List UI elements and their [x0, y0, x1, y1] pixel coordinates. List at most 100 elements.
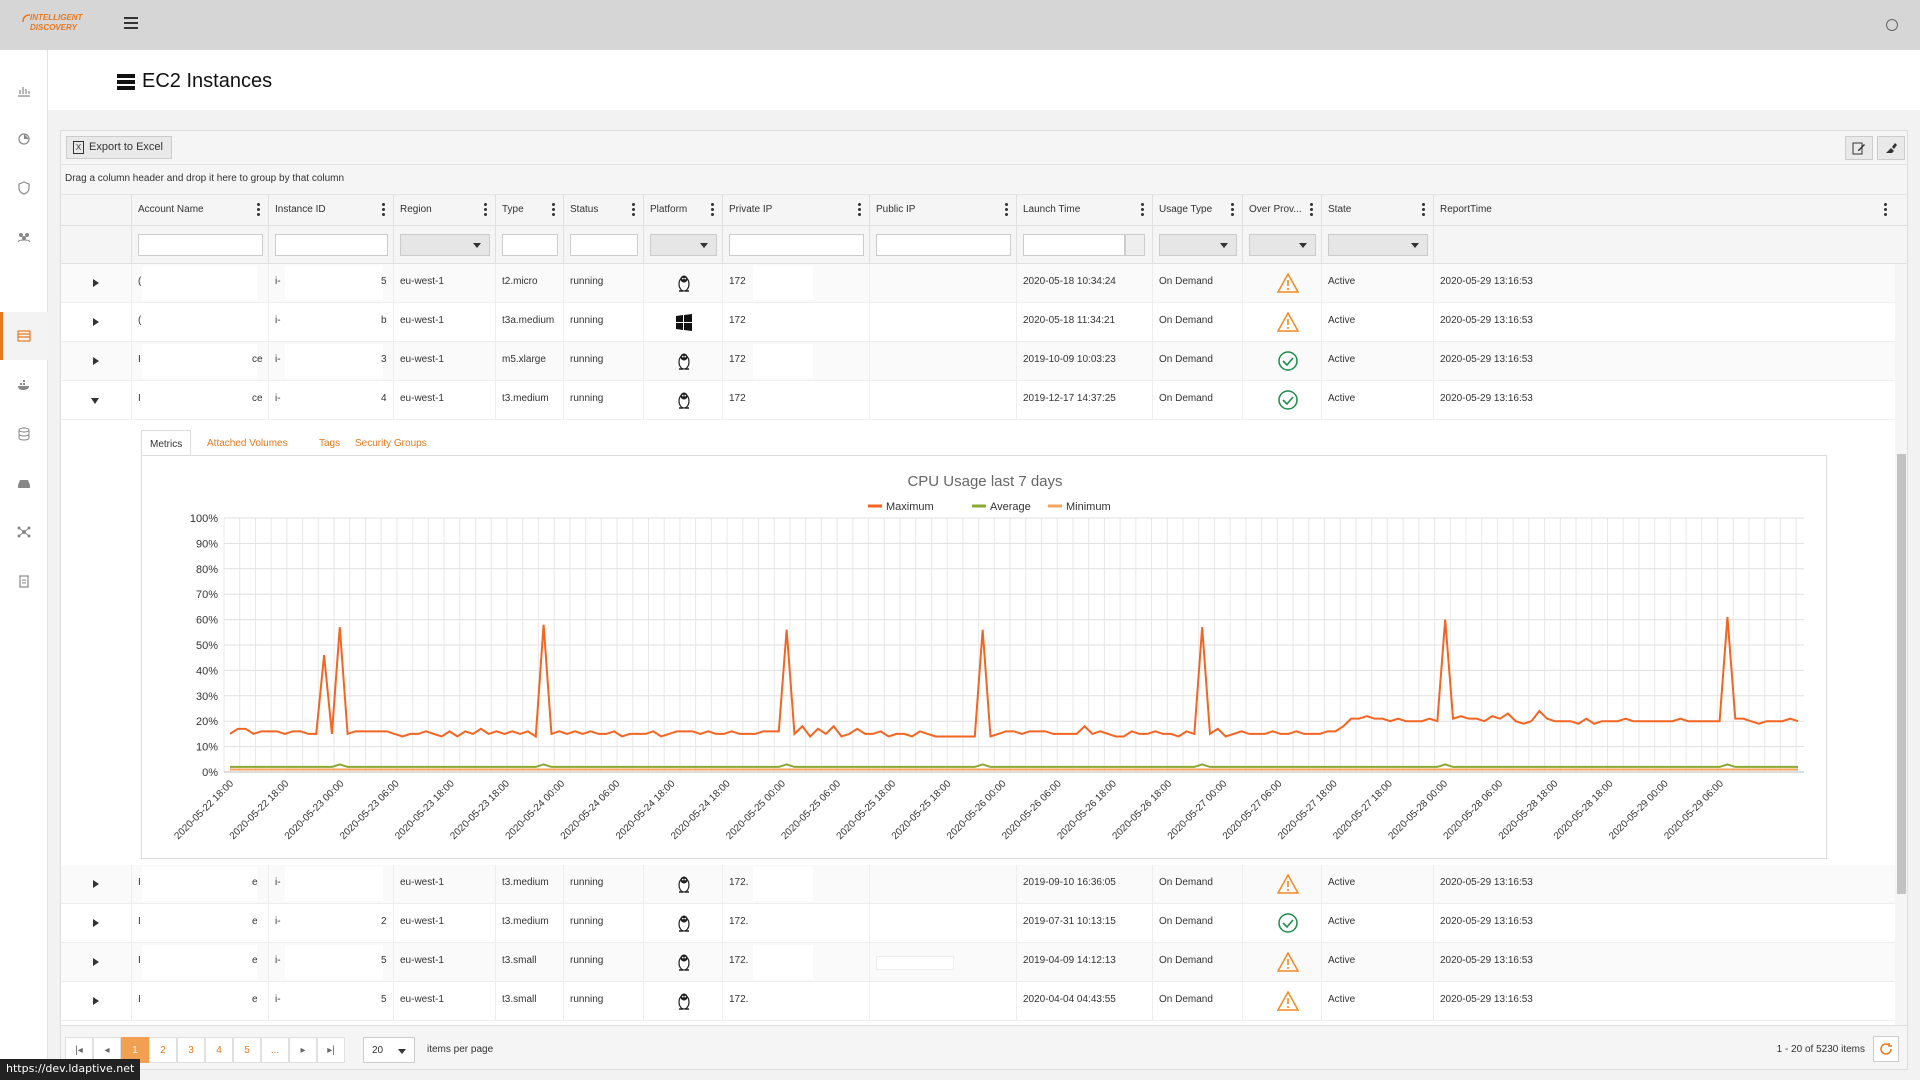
column-menu-icon[interactable]	[1005, 203, 1008, 216]
expand-cell[interactable]	[61, 342, 131, 381]
sidebar-item-dashboard[interactable]	[12, 78, 36, 102]
filter-input[interactable]	[570, 234, 638, 256]
filter-dropdown[interactable]	[400, 234, 490, 256]
app-logo[interactable]: INTELLIGENT DISCOVERY	[22, 13, 102, 39]
expand-cell[interactable]	[61, 904, 131, 943]
calendar-icon[interactable]	[1125, 234, 1145, 256]
expand-arrow-icon[interactable]	[93, 318, 99, 326]
column-menu-icon[interactable]	[552, 203, 555, 216]
page-5-button[interactable]: 5	[233, 1037, 261, 1063]
column-header-10[interactable]: Over Prov...	[1242, 195, 1321, 226]
expand-cell[interactable]	[61, 381, 131, 420]
column-header-11[interactable]: State	[1321, 195, 1433, 226]
export-to-excel-button[interactable]: X Export to Excel	[66, 136, 172, 159]
clear-filters-button[interactable]	[1877, 136, 1905, 160]
sidebar-item-databases[interactable]	[12, 422, 36, 446]
column-menu-icon[interactable]	[257, 203, 260, 216]
filter-dropdown[interactable]	[650, 234, 717, 256]
column-menu-icon[interactable]	[1310, 203, 1313, 216]
column-header-5[interactable]: Platform	[643, 195, 722, 226]
column-menu-icon[interactable]	[1141, 203, 1144, 216]
filter-dropdown[interactable]	[1159, 234, 1237, 256]
column-header-7[interactable]: Public IP	[869, 195, 1016, 226]
sidebar-item-storage[interactable]	[12, 471, 36, 495]
first-page-button[interactable]: |◂	[65, 1037, 93, 1063]
group-by-hint: Drag a column header and drop it here to…	[61, 165, 1907, 195]
column-header-1[interactable]: Instance ID	[268, 195, 393, 226]
sidebar-item-containers[interactable]	[12, 373, 36, 397]
user-account-icon[interactable]	[1886, 19, 1898, 31]
column-header-8[interactable]: Launch Time	[1016, 195, 1152, 226]
page-2-button[interactable]: 2	[149, 1037, 177, 1063]
table-row[interactable]: (i- 5 eu-west-1 t2.micro running 172 2020-05-1…	[61, 264, 1907, 303]
last-page-button[interactable]: ▸|	[317, 1037, 345, 1063]
page-3-button[interactable]: 3	[177, 1037, 205, 1063]
expand-arrow-icon[interactable]	[93, 919, 99, 927]
sidebar-item-instances[interactable]	[12, 324, 36, 348]
vertical-scrollbar[interactable]	[1895, 264, 1907, 1025]
collapse-arrow-icon[interactable]	[91, 398, 99, 404]
column-header-2[interactable]: Region	[393, 195, 495, 226]
expand-arrow-icon[interactable]	[93, 279, 99, 287]
expand-arrow-icon[interactable]	[93, 997, 99, 1005]
sidebar-item-audit[interactable]	[12, 569, 36, 593]
column-menu-icon[interactable]	[632, 203, 635, 216]
expand-arrow-icon[interactable]	[93, 880, 99, 888]
tab-metrics[interactable]: Metrics	[141, 430, 192, 456]
column-header-3[interactable]: Type	[495, 195, 563, 226]
filter-input[interactable]	[876, 234, 1011, 256]
column-menu-icon[interactable]	[1884, 203, 1887, 216]
expand-arrow-icon[interactable]	[93, 357, 99, 365]
expand-cell[interactable]	[61, 865, 131, 904]
next-page-button[interactable]: ▸	[289, 1037, 317, 1063]
launch-time-filter-input[interactable]	[1023, 234, 1125, 256]
expand-cell[interactable]	[61, 982, 131, 1021]
more-pages-button[interactable]: ...	[261, 1037, 289, 1063]
edit-columns-button[interactable]	[1845, 136, 1873, 160]
column-menu-icon[interactable]	[711, 203, 714, 216]
expand-arrow-icon[interactable]	[93, 958, 99, 966]
column-header-4[interactable]: Status	[563, 195, 643, 226]
scrollbar-thumb[interactable]	[1897, 454, 1906, 894]
top-bar: INTELLIGENT DISCOVERY	[0, 0, 1920, 50]
table-row[interactable]: (i-b eu-west-1 t3a.medium running 172 2020-05…	[61, 303, 1907, 342]
expand-cell[interactable]	[61, 943, 131, 982]
hamburger-menu-icon[interactable]	[124, 17, 138, 29]
filter-dropdown[interactable]	[1328, 234, 1428, 256]
sidebar-item-network[interactable]	[12, 520, 36, 544]
sidebar-item-security[interactable]	[12, 176, 36, 200]
column-menu-icon[interactable]	[1422, 203, 1425, 216]
column-menu-icon[interactable]	[858, 203, 861, 216]
over-provisioned-cell	[1242, 865, 1321, 904]
filter-input[interactable]	[502, 234, 558, 256]
column-menu-icon[interactable]	[1231, 203, 1234, 216]
column-header-6[interactable]: Private IP	[722, 195, 869, 226]
column-header-0[interactable]: Account Name	[131, 195, 268, 226]
filter-input[interactable]	[275, 234, 388, 256]
page-4-button[interactable]: 4	[205, 1037, 233, 1063]
column-menu-icon[interactable]	[382, 203, 385, 216]
tab-security-groups[interactable]: Security Groups	[355, 438, 427, 449]
sidebar-item-users[interactable]	[12, 225, 36, 249]
expand-cell[interactable]	[61, 264, 131, 303]
public-ip-cell	[869, 303, 1016, 342]
filter-dropdown[interactable]	[1249, 234, 1316, 256]
refresh-button[interactable]	[1873, 1036, 1899, 1062]
column-menu-icon[interactable]	[484, 203, 487, 216]
column-header-9[interactable]: Usage Type	[1152, 195, 1242, 226]
page-size-select[interactable]: 20	[363, 1037, 415, 1063]
tab-tags[interactable]: Tags	[319, 438, 341, 449]
filter-input[interactable]	[729, 234, 864, 256]
column-header-12[interactable]: ReportTime	[1433, 195, 1895, 226]
region-cell: eu-west-1	[393, 904, 495, 943]
tab-attached-volumes[interactable]: Attached Volumes	[207, 438, 288, 449]
sidebar-item-reports[interactable]	[12, 127, 36, 151]
filter-input[interactable]	[138, 234, 263, 256]
expand-cell[interactable]	[61, 303, 131, 342]
